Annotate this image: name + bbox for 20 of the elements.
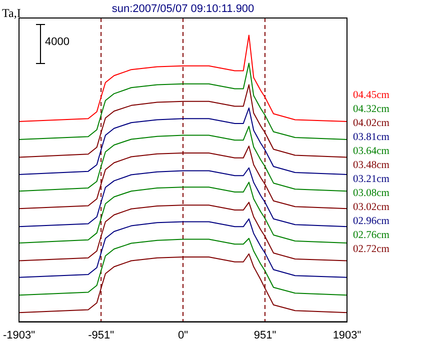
x-tick-label: 951" bbox=[254, 329, 276, 342]
text: 04.45cm bbox=[353, 90, 390, 101]
text: 04.32cm bbox=[353, 104, 390, 115]
text: 03.81cm bbox=[353, 132, 390, 143]
x-tick-label: 1903" bbox=[332, 329, 362, 342]
text: 02.72cm bbox=[353, 244, 390, 255]
text: 04.02cm bbox=[353, 118, 390, 129]
text: 02.96cm bbox=[353, 216, 390, 227]
chart-title: sun:2007/05/07 09:10:11.900 bbox=[112, 3, 254, 15]
text: 03.48cm bbox=[353, 160, 390, 171]
x-tick-label: 0" bbox=[178, 329, 188, 342]
x-tick-label: -1903" bbox=[2, 329, 36, 342]
annotation: 4000 bbox=[45, 36, 70, 48]
text: 03.21cm bbox=[353, 174, 390, 185]
x-tick-label: -951" bbox=[88, 329, 114, 342]
text: 02.76cm bbox=[353, 230, 390, 241]
text: 03.64cm bbox=[353, 146, 390, 157]
y-axis-title: Ta,I bbox=[2, 6, 21, 20]
text: 03.08cm bbox=[353, 188, 390, 199]
text: 03.02cm bbox=[353, 202, 390, 213]
